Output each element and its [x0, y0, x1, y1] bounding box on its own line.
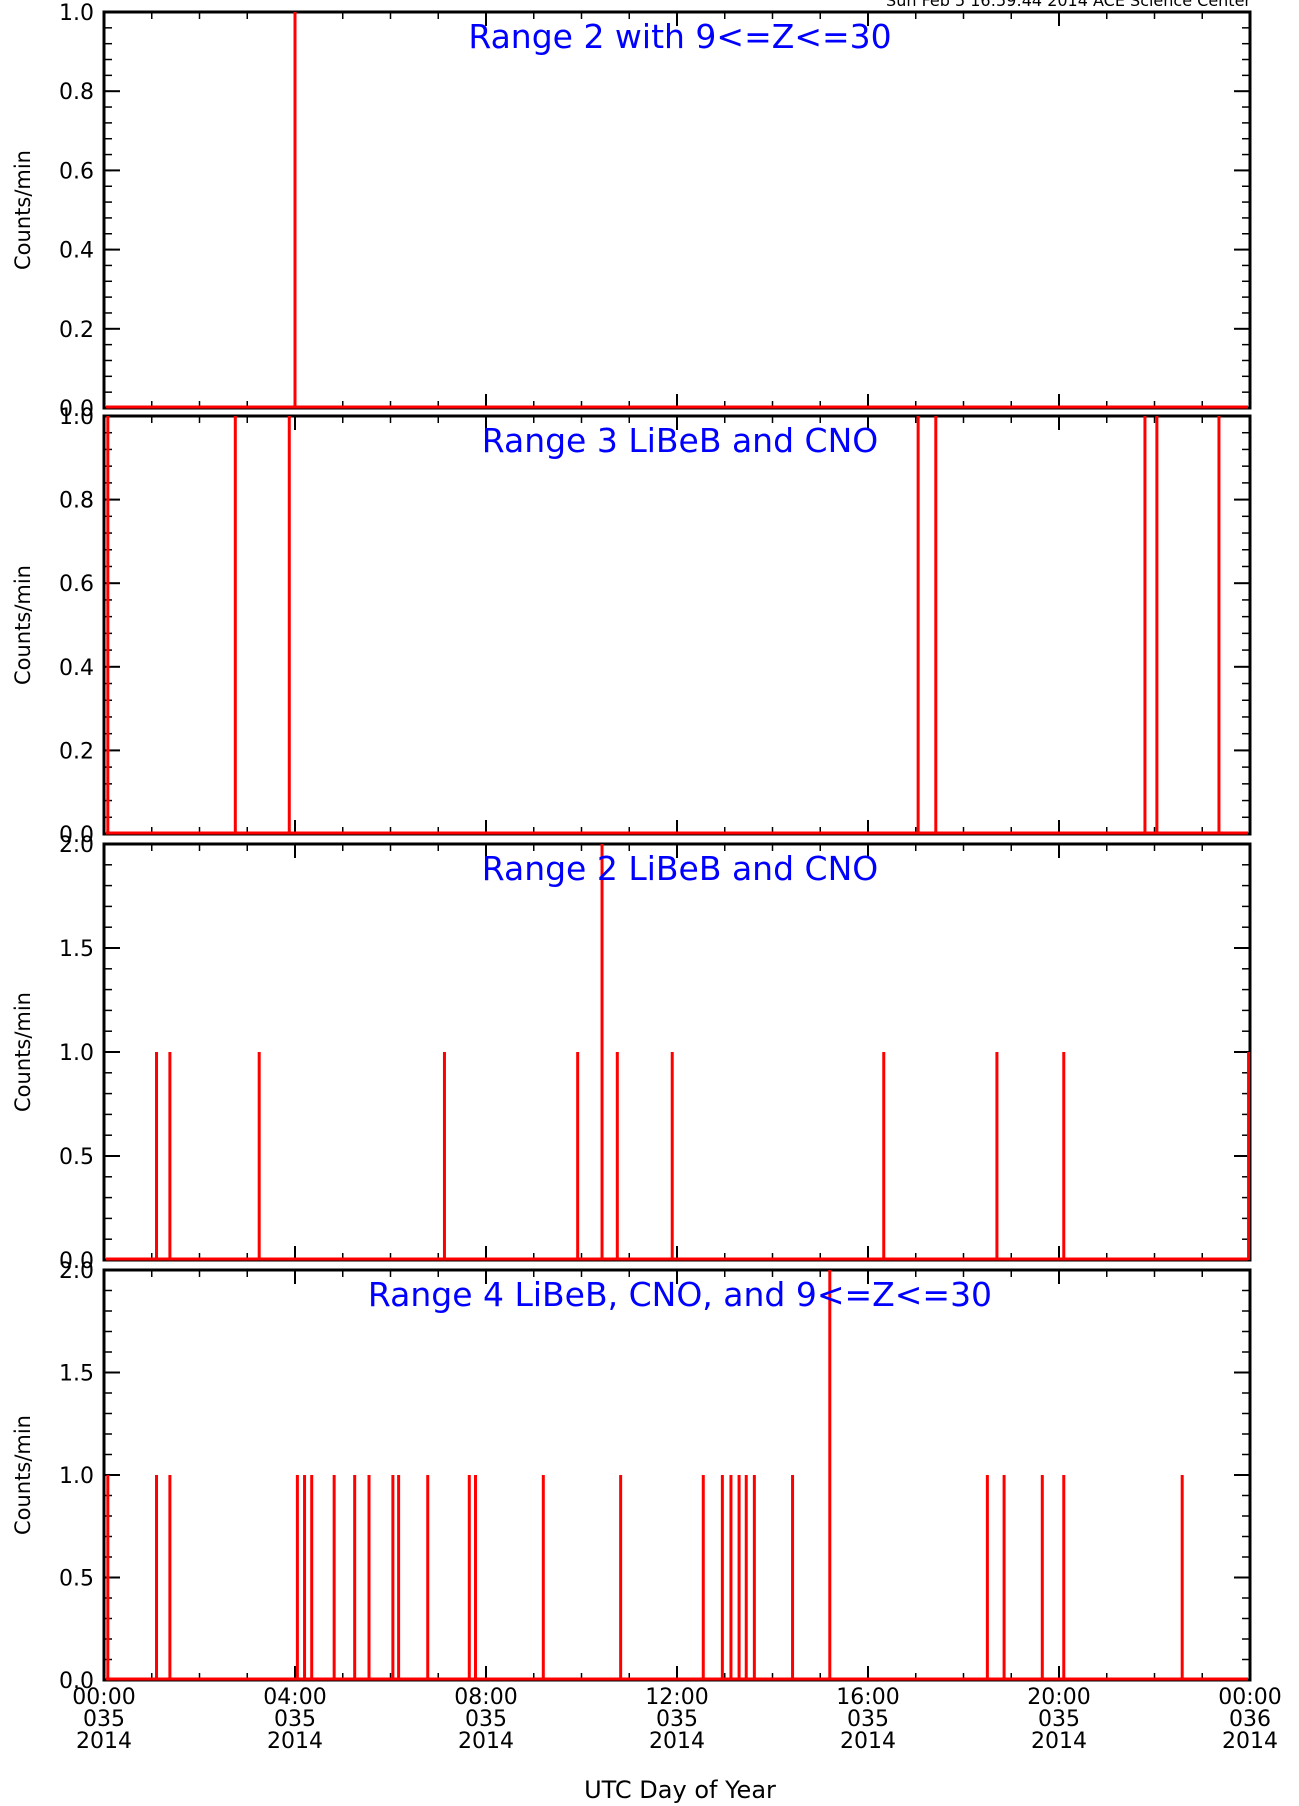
x-tick-label: 00:00 — [72, 1685, 135, 1710]
x-tick-label: 12:00 — [645, 1685, 708, 1710]
y-tick-label: 1.0 — [59, 1041, 94, 1066]
panel-title: Range 3 LiBeB and CNO — [482, 421, 878, 460]
y-tick-label: 0.8 — [59, 489, 94, 514]
y-axis-label: Counts/min — [11, 150, 35, 270]
y-tick-label: 0.8 — [59, 80, 94, 105]
x-tick-label: 2014 — [267, 1729, 323, 1754]
x-tick-label: 2014 — [1222, 1729, 1278, 1754]
x-axis-label: UTC Day of Year — [584, 1776, 776, 1804]
y-tick-label: 0.5 — [59, 1567, 94, 1592]
x-tick-label: 2014 — [840, 1729, 896, 1754]
plot-frame — [102, 10, 1252, 410]
x-tick-label: 035 — [847, 1707, 889, 1732]
y-tick-label: 0.4 — [59, 239, 94, 264]
y-axis-label: Counts/min — [11, 565, 35, 685]
panel-title: Range 2 LiBeB and CNO — [482, 849, 878, 888]
plot-frame — [102, 1268, 1252, 1682]
y-tick-label: 0.2 — [59, 739, 94, 764]
x-tick-label: 16:00 — [836, 1685, 899, 1710]
x-tick-label: 00:00 — [1218, 1685, 1281, 1710]
plot-frame — [102, 842, 1252, 1262]
x-tick-label: 035 — [465, 1707, 507, 1732]
panel-title: Range 4 LiBeB, CNO, and 9<=Z<=30 — [368, 1275, 992, 1314]
x-tick-label: 20:00 — [1027, 1685, 1090, 1710]
x-tick-label: 2014 — [1031, 1729, 1087, 1754]
y-tick-label: 1.0 — [59, 1464, 94, 1489]
y-tick-label: 0.6 — [59, 572, 94, 597]
x-tick-label: 035 — [1038, 1707, 1080, 1732]
y-tick-label: 1.5 — [59, 937, 94, 962]
y-axis-label: Counts/min — [11, 1415, 35, 1535]
panel-title: Range 2 with 9<=Z<=30 — [468, 17, 891, 56]
y-tick-label: 0.5 — [59, 1145, 94, 1170]
chart-panel-2: 0.0 0.2 0.4 0.6 0.8 1.0 Range 3 LiBeB and CNO C… — [11, 405, 1252, 848]
x-tick-label: 035 — [656, 1707, 698, 1732]
x-tick-label: 035 — [274, 1707, 316, 1732]
timestamp-header: Sun Feb 5 16:59:44 2014 ACE Science Cent… — [886, 0, 1251, 10]
y-tick-label: 0.0 — [59, 397, 94, 422]
y-tick-label: 1.0 — [59, 405, 94, 430]
y-tick-label: 1.0 — [59, 1, 94, 26]
chart-panel-1: 0.0 0.2 0.4 0.6 0.8 1.0 Range 2 with 9<=Z<=30 C… — [11, 1, 1252, 422]
chart-panel-4: 0.0 0.5 1.0 1.5 2.0 Range 4 LiBeB, CNO, and 9… — [11, 1259, 1282, 1754]
x-tick-label: 2014 — [458, 1729, 514, 1754]
y-tick-label: 0.4 — [59, 656, 94, 681]
y-tick-label: 0.0 — [59, 1249, 94, 1274]
x-tick-label: 2014 — [76, 1729, 132, 1754]
y-tick-label: 0.6 — [59, 159, 94, 184]
plot-frame — [102, 414, 1252, 836]
x-tick-label: 036 — [1229, 1707, 1271, 1732]
x-tick-label: 04:00 — [263, 1685, 326, 1710]
y-tick-label: 0.0 — [59, 823, 94, 848]
x-tick-label: 035 — [83, 1707, 125, 1732]
chart-panel-3: 0.0 0.5 1.0 1.5 2.0 Range 2 LiBeB and CNO Coun… — [11, 833, 1252, 1274]
chart-panels: 0.0 0.2 0.4 0.6 0.8 1.0 Range 2 with 9<=Z<=30 C… — [11, 1, 1282, 1754]
x-tick-label: 08:00 — [454, 1685, 517, 1710]
y-tick-label: 0.2 — [59, 318, 94, 343]
y-tick-label: 0.0 — [59, 1669, 94, 1694]
y-tick-label: 2.0 — [59, 1259, 94, 1284]
y-tick-label: 1.5 — [59, 1362, 94, 1387]
y-axis-label: Counts/min — [11, 992, 35, 1112]
y-tick-label: 2.0 — [59, 833, 94, 858]
x-tick-label: 2014 — [649, 1729, 705, 1754]
